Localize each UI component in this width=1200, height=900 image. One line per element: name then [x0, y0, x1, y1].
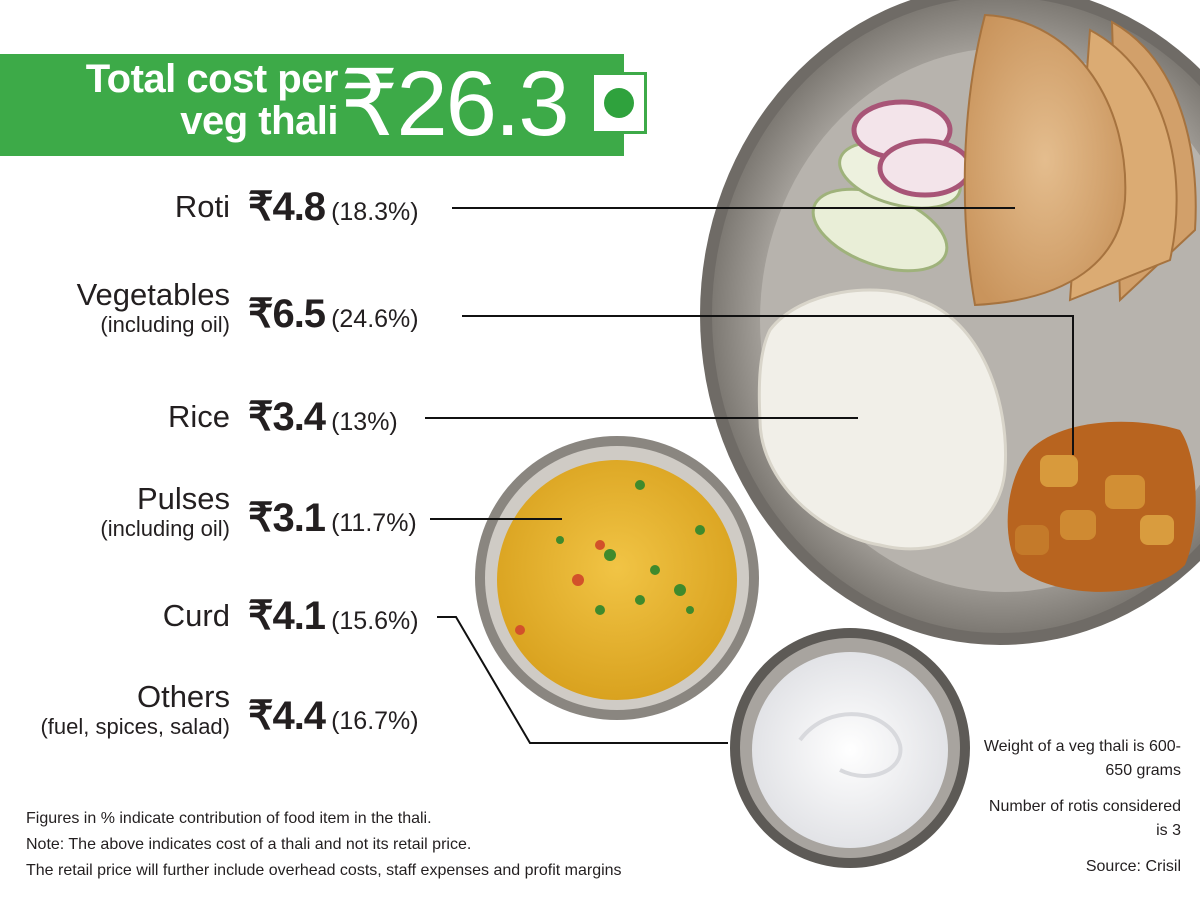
- roti-stack: [963, 13, 1197, 307]
- dal-bowl: [475, 436, 759, 720]
- footnotes: Figures in % indicate contribution of fo…: [26, 806, 622, 884]
- curd-bowl: [730, 628, 970, 868]
- vegetable-curry: [1007, 421, 1196, 592]
- footnote-line: Note: The above indicates cost of a thal…: [26, 836, 472, 853]
- item-sublabel: (fuel, spices, salad): [40, 714, 230, 739]
- footnote-line: The retail price will further include ov…: [26, 862, 622, 879]
- item-share: (13%): [331, 408, 398, 436]
- item-label: Rice: [168, 400, 230, 434]
- item-cost: ₹3.1: [248, 496, 326, 540]
- item-label: Curd: [163, 599, 230, 633]
- item-value: ₹4.4 (16.7%): [248, 693, 419, 739]
- total-cost: ₹26.3: [340, 53, 570, 155]
- item-label: Roti: [175, 190, 230, 224]
- item-share: (16.7%): [331, 707, 419, 735]
- item-value: ₹3.4 (13%): [248, 394, 398, 440]
- item-value: ₹4.1 (15.6%): [248, 593, 419, 639]
- connector-vegetables: [462, 315, 1074, 455]
- side-notes: Weight of a veg thali is 600-650 grams N…: [981, 735, 1181, 891]
- item-value: ₹4.8 (18.3%): [248, 184, 419, 230]
- veg-dot: [604, 88, 634, 118]
- item-share: (18.3%): [331, 198, 419, 226]
- item-share: (11.7%): [331, 509, 417, 537]
- item-name: Vegetables: [76, 277, 230, 312]
- item-name: Others: [136, 679, 230, 714]
- note-weight: Weight of a veg thali is 600-650 grams: [983, 738, 1181, 779]
- item-value: ₹6.5 (24.6%): [248, 291, 419, 337]
- item-cost: ₹4.8: [248, 185, 326, 229]
- item-cost: ₹6.5: [248, 292, 326, 336]
- item-cost: ₹3.4: [248, 395, 326, 439]
- onion-rings: [851, 99, 973, 198]
- item-name: Rice: [167, 399, 230, 434]
- item-sublabel: (including oil): [100, 516, 230, 541]
- item-name: Roti: [174, 189, 230, 224]
- item-label: Vegetables (including oil): [77, 278, 230, 338]
- item-cost: ₹4.4: [248, 694, 326, 738]
- page-title: Total cost per veg thali: [85, 57, 339, 143]
- item-share: (24.6%): [331, 305, 419, 333]
- connector-lines: [425, 207, 1074, 744]
- rice-mound: [757, 288, 1008, 551]
- item-name: Curd: [162, 598, 230, 633]
- footnote-line: Figures in % indicate contribution of fo…: [26, 810, 432, 827]
- note-rotis: Number of rotis considered is 3: [988, 798, 1181, 839]
- item-value: ₹3.1 (11.7%): [248, 495, 417, 541]
- item-cost: ₹4.1: [248, 594, 326, 638]
- item-label: Pulses (including oil): [100, 482, 230, 542]
- connector-curd: [437, 616, 728, 744]
- veg-symbol-icon: [591, 72, 647, 134]
- item-sublabel: (including oil): [100, 312, 230, 337]
- item-label: Others (fuel, spices, salad): [40, 680, 230, 740]
- item-name: Pulses: [136, 481, 230, 516]
- item-share: (15.6%): [331, 607, 419, 635]
- title-banner: [0, 54, 624, 156]
- note-source: Source: Crisil: [1085, 858, 1181, 875]
